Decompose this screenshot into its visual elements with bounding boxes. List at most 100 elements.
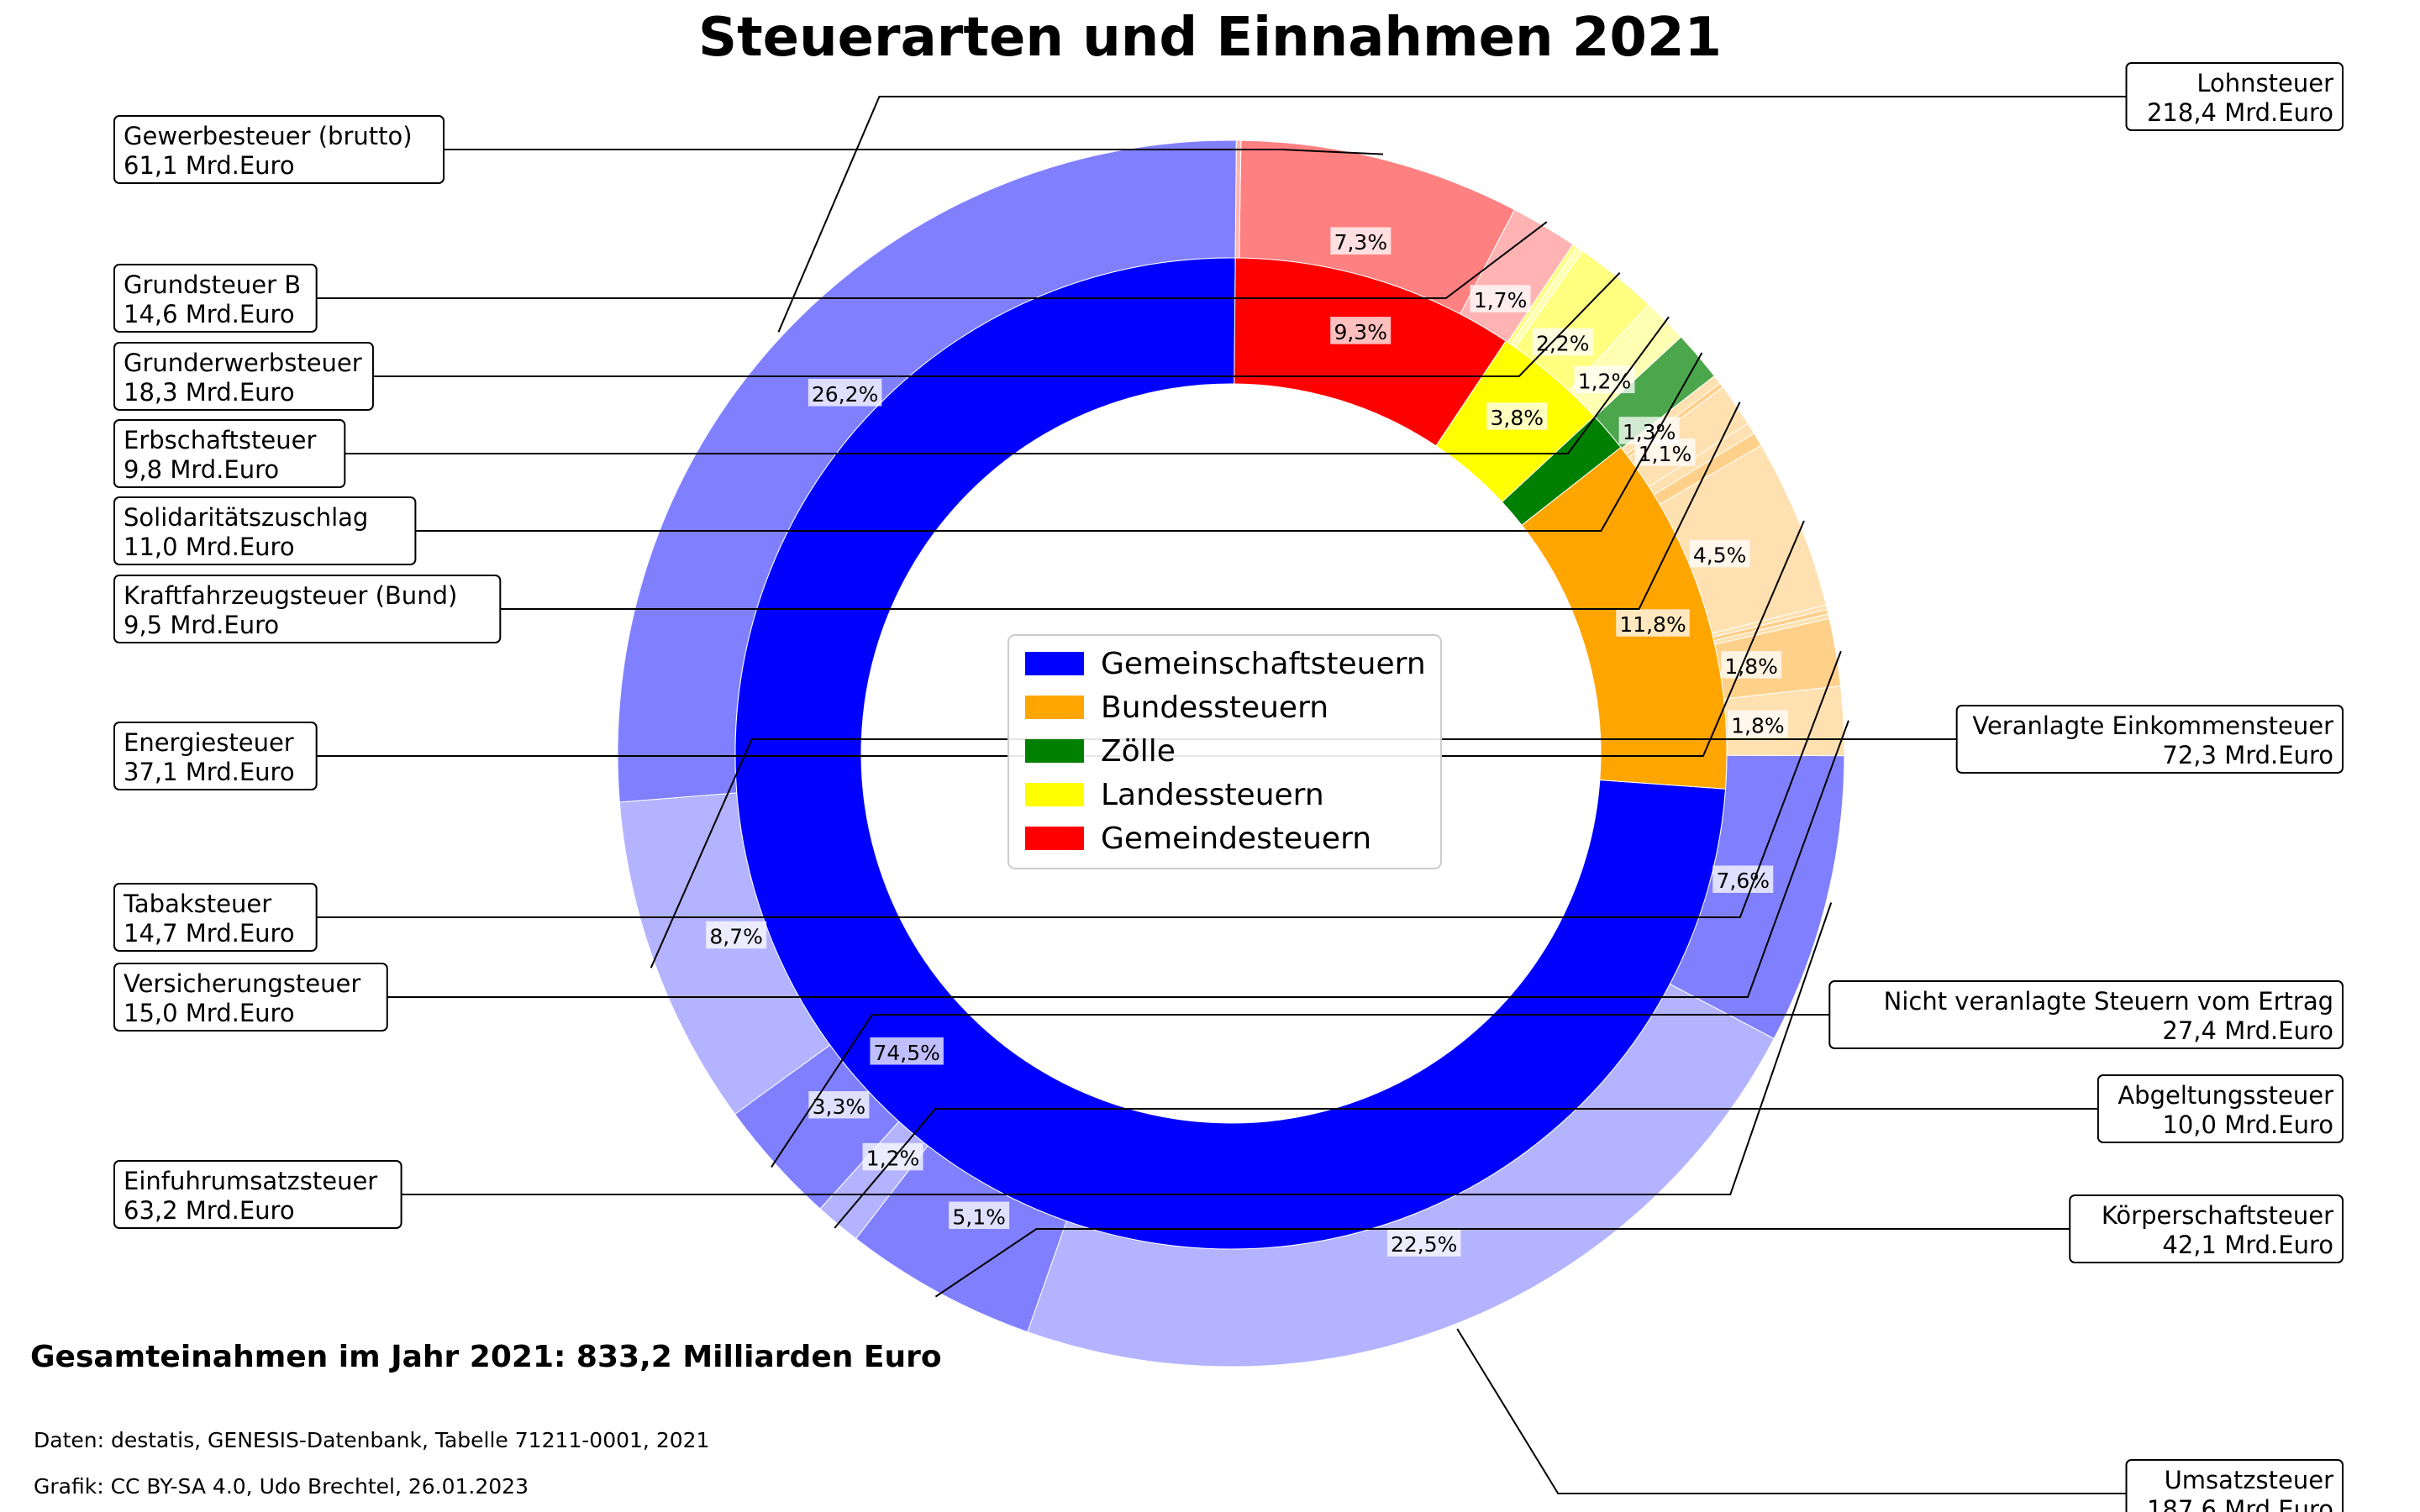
leader-line <box>500 402 1741 610</box>
callout-name: Lohnsteuer <box>2196 69 2333 97</box>
callout-name: Veranlagte Einkommensteuer <box>1972 711 2333 740</box>
legend-item-bundessteuern: Bundessteuern <box>1025 690 1328 725</box>
callout-box <box>113 575 502 643</box>
outer-percent-label: 1,3% <box>1618 417 1680 444</box>
outer-percent-label: 3,3% <box>808 1091 870 1119</box>
svg-text:1,7%: 1,7% <box>1474 288 1528 312</box>
callout-value: 37,1 Mrd.Euro <box>124 758 295 786</box>
leader-line <box>771 1014 1830 1168</box>
callout-value: 18,3 Mrd.Euro <box>124 378 295 407</box>
callout-grundsteuer-b: Grundsteuer B14,6 Mrd.Euro <box>113 221 1548 333</box>
callout-value: 15,0 Mrd.Euro <box>124 999 295 1027</box>
callout-value: 14,6 Mrd.Euro <box>124 300 295 328</box>
outer-percent-label: 8,7% <box>706 921 767 948</box>
legend-item-z-lle: Zölle <box>1025 734 1176 769</box>
svg-text:1,2%: 1,2% <box>1578 369 1632 393</box>
credit-text: Grafik: CC BY-SA 4.0, Udo Brechtel, 26.0… <box>34 1474 529 1499</box>
svg-text:1,8%: 1,8% <box>1731 713 1785 738</box>
callout-name: Umsatzsteuer <box>2165 1466 2333 1494</box>
legend-label: Zölle <box>1101 734 1176 769</box>
svg-text:3,3%: 3,3% <box>813 1095 866 1119</box>
callout-nicht-veranlagte-steuern-vom-ertrag: Nicht veranlagte Steuern vom Ertrag27,4 … <box>771 980 2344 1168</box>
leader-line <box>650 738 1957 969</box>
svg-text:1,8%: 1,8% <box>1724 654 1778 679</box>
leader-line <box>834 1108 2098 1229</box>
callout-box <box>1955 705 2344 774</box>
outer-percent-label: 4,5% <box>1689 539 1750 568</box>
legend-item-gemeinschaftsteuern: Gemeinschaftsteuern <box>1025 647 1426 681</box>
callout-name: Erbschaftsteuer <box>124 426 316 454</box>
svg-text:22,5%: 22,5% <box>1391 1232 1457 1257</box>
legend-swatch <box>1025 783 1084 806</box>
legend-box <box>1007 634 1442 869</box>
callout-gewerbesteuer-brutto: Gewerbesteuer (brutto)61,1 Mrd.Euro <box>113 115 1383 184</box>
svg-text:26,2%: 26,2% <box>812 382 878 407</box>
outer-percent-label: 1,8% <box>1721 651 1782 679</box>
svg-text:2,2%: 2,2% <box>1536 332 1590 356</box>
svg-text:1,1%: 1,1% <box>1639 442 1692 466</box>
callout-box <box>113 342 374 411</box>
inner-percent-label: 74,5% <box>870 1037 944 1065</box>
leader-line <box>401 902 1833 1195</box>
callout-kraftfahrzeugsteuer-bund: Kraftfahrzeugsteuer (Bund)9,5 Mrd.Euro <box>113 402 1741 643</box>
callout-box <box>113 496 417 565</box>
svg-text:7,6%: 7,6% <box>1716 869 1770 893</box>
callout-value: 61,1 Mrd.Euro <box>124 151 295 180</box>
svg-text:1,3%: 1,3% <box>1623 420 1676 444</box>
legend-label: Landessteuern <box>1101 778 1324 812</box>
callout-box <box>113 115 445 184</box>
callout-box <box>113 1160 402 1229</box>
leader-line <box>372 271 1621 377</box>
inner-percent-label: 11,8% <box>1616 609 1690 637</box>
legend-label: Bundessteuern <box>1101 690 1328 725</box>
svg-text:9,3%: 9,3% <box>1334 320 1387 344</box>
svg-text:11,8%: 11,8% <box>1619 612 1686 637</box>
callout-value: 9,8 Mrd.Euro <box>124 455 279 484</box>
svg-text:8,7%: 8,7% <box>709 924 763 948</box>
outer-percent-label: 7,6% <box>1712 865 1774 893</box>
callout-box <box>2125 62 2344 131</box>
callout-box <box>113 722 318 790</box>
svg-text:4,5%: 4,5% <box>1693 543 1747 568</box>
legend-swatch <box>1025 652 1084 675</box>
inner-percent-label: 3,8% <box>1486 402 1548 430</box>
legend-label: Gemeinschaftsteuern <box>1101 647 1426 681</box>
leader-line <box>415 352 1703 532</box>
callout-name: Nicht veranlagte Steuern vom Ertrag <box>1884 987 2333 1016</box>
legend: Gemeinschaftsteuern Bundessteuern Zölle Lan… <box>1007 634 1442 869</box>
callout-value: 187,6 Mrd.Euro <box>2147 1495 2333 1512</box>
callout-name: Gewerbesteuer (brutto) <box>124 122 413 150</box>
callout-box <box>113 419 346 488</box>
outer-percent-label: 1,2% <box>862 1142 923 1171</box>
callout-name: Versicherungsteuer <box>124 969 360 998</box>
callout-box <box>113 963 388 1032</box>
callout-name: Abgeltungssteuer <box>2118 1081 2333 1110</box>
callout-value: 218,4 Mrd.Euro <box>2147 98 2333 127</box>
callout-value: 42,1 Mrd.Euro <box>2162 1231 2333 1259</box>
leader-line <box>316 650 1842 918</box>
svg-text:3,8%: 3,8% <box>1490 406 1544 430</box>
callout-name: Tabaksteuer <box>123 890 271 918</box>
callout-box <box>2096 1074 2344 1143</box>
chart-title: Steuerarten und Einnahmen 2021 <box>697 7 1723 69</box>
total-revenue-text: Gesamteinahmen im Jahr 2021: 833,2 Milli… <box>30 1340 942 1374</box>
leader-line <box>387 720 1849 998</box>
callout-name: Grunderwerbsteuer <box>124 349 362 377</box>
callout-box <box>113 883 318 952</box>
leader-line <box>934 1228 2070 1298</box>
outer-percent-label: 26,2% <box>808 379 882 407</box>
leader-line <box>345 316 1670 454</box>
callout-value: 11,0 Mrd.Euro <box>124 533 295 561</box>
legend-label: Gemeindesteuern <box>1101 822 1371 856</box>
